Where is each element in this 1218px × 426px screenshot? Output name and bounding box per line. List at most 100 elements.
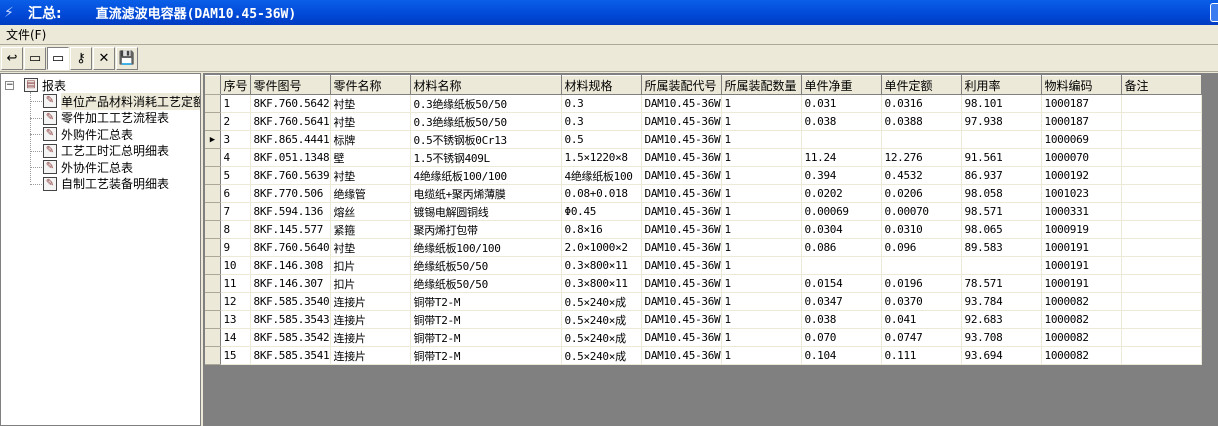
table-cell[interactable]: 0.086: [801, 238, 882, 257]
table-cell[interactable]: 1: [721, 346, 802, 365]
table-cell[interactable]: 绝缘管: [330, 184, 411, 203]
table-cell[interactable]: 铜带T2-M: [410, 292, 562, 311]
table-cell[interactable]: [1121, 220, 1202, 239]
table-row[interactable]: 10 8KF.146.308 扣片 绝缘纸板50/50 0.3×800×11 DAM10.…: [205, 256, 1202, 275]
table-cell[interactable]: 衬垫: [330, 238, 411, 257]
table-cell[interactable]: 0.0747: [881, 328, 962, 347]
table-cell[interactable]: 熔丝: [330, 202, 411, 221]
table-cell[interactable]: 0.8×16: [561, 220, 642, 239]
table-cell[interactable]: 1001023: [1041, 184, 1122, 203]
table-cell[interactable]: 铜带T2-M: [410, 346, 562, 365]
table-cell[interactable]: DAM10.45-36W: [641, 94, 722, 113]
table-cell[interactable]: 98.571: [961, 202, 1042, 221]
table-row[interactable]: 8 8KF.145.577 紧箍 聚丙烯打包带 0.8×16 DAM10.45-36W 1 0…: [205, 220, 1202, 239]
table-row[interactable]: 1 8KF.760.5642 衬垫 0.3绝缘纸板50/50 0.3 DAM10.45-3…: [205, 94, 1202, 113]
table-cell[interactable]: 89.583: [961, 238, 1042, 257]
row-indicator[interactable]: [205, 148, 221, 167]
table-cell[interactable]: 1000331: [1041, 202, 1122, 221]
table-cell[interactable]: 0.00069: [801, 202, 882, 221]
table-cell[interactable]: 0.041: [881, 310, 962, 329]
table-cell[interactable]: 0.5: [561, 130, 642, 149]
table-cell[interactable]: 14: [220, 328, 251, 347]
table-cell[interactable]: 8KF.146.308: [250, 256, 331, 275]
table-cell[interactable]: 0.031: [801, 94, 882, 113]
row-indicator[interactable]: ▶: [205, 130, 221, 149]
table-cell[interactable]: 0.4532: [881, 166, 962, 185]
table-cell[interactable]: 1000070: [1041, 148, 1122, 167]
table-cell[interactable]: 86.937: [961, 166, 1042, 185]
table-cell[interactable]: DAM10.45-36W: [641, 166, 722, 185]
table-cell[interactable]: 连接片: [330, 310, 411, 329]
row-indicator[interactable]: [205, 310, 221, 329]
column-header[interactable]: 零件图号: [250, 75, 331, 95]
table-cell[interactable]: [1121, 184, 1202, 203]
table-cell[interactable]: DAM10.45-36W: [641, 238, 722, 257]
table-cell[interactable]: 98.058: [961, 184, 1042, 203]
table-cell[interactable]: 1000187: [1041, 94, 1122, 113]
table-cell[interactable]: 93.694: [961, 346, 1042, 365]
column-header[interactable]: 单件定额: [881, 75, 962, 95]
table-cell[interactable]: 1000082: [1041, 292, 1122, 311]
table-cell[interactable]: 0.0304: [801, 220, 882, 239]
table-cell[interactable]: DAM10.45-36W: [641, 112, 722, 131]
table-cell[interactable]: 1000192: [1041, 166, 1122, 185]
table-cell[interactable]: 8KF.146.307: [250, 274, 331, 293]
table-cell[interactable]: 8KF.585.3540: [250, 292, 331, 311]
table-cell[interactable]: DAM10.45-36W: [641, 202, 722, 221]
table-cell[interactable]: [961, 130, 1042, 149]
table-cell[interactable]: [961, 256, 1042, 275]
table-cell[interactable]: 5: [220, 166, 251, 185]
table-cell[interactable]: 0.096: [881, 238, 962, 257]
column-header[interactable]: 零件名称: [330, 75, 411, 95]
table-cell[interactable]: 镀锡电解圆铜线: [410, 202, 562, 221]
table-cell[interactable]: 0.3×800×11: [561, 274, 642, 293]
column-header[interactable]: 备注: [1121, 75, 1202, 95]
table-cell[interactable]: 8: [220, 220, 251, 239]
table-cell[interactable]: 0.0388: [881, 112, 962, 131]
table-cell[interactable]: DAM10.45-36W: [641, 274, 722, 293]
table-cell[interactable]: 衬垫: [330, 112, 411, 131]
table-cell[interactable]: 0.5×240×成: [561, 328, 642, 347]
row-indicator[interactable]: [205, 166, 221, 185]
table-cell[interactable]: DAM10.45-36W: [641, 292, 722, 311]
table-cell[interactable]: 12.276: [881, 148, 962, 167]
table-cell[interactable]: 1: [721, 148, 802, 167]
table-cell[interactable]: 电缆纸+聚丙烯薄膜: [410, 184, 562, 203]
table-row[interactable]: 5 8KF.760.5639 衬垫 4绝缘纸板100/100 4绝缘纸板100 DAM10…: [205, 166, 1202, 185]
table-cell[interactable]: 0.0154: [801, 274, 882, 293]
table-cell[interactable]: 0.0370: [881, 292, 962, 311]
table-cell[interactable]: 8KF.585.3543: [250, 310, 331, 329]
table-cell[interactable]: 8KF.051.1348: [250, 148, 331, 167]
table-row[interactable]: 12 8KF.585.3540 连接片 铜带T2-M 0.5×240×成 DAM10.45…: [205, 292, 1202, 311]
table-cell[interactable]: 6: [220, 184, 251, 203]
back-arrow-button[interactable]: ↩: [1, 47, 23, 70]
table-cell[interactable]: 1000082: [1041, 346, 1122, 365]
table-cell[interactable]: Φ0.45: [561, 202, 642, 221]
row-indicator[interactable]: [205, 274, 221, 293]
table-cell[interactable]: 12: [220, 292, 251, 311]
column-header[interactable]: 材料规格: [561, 75, 642, 95]
table-cell[interactable]: 铜带T2-M: [410, 328, 562, 347]
table-cell[interactable]: 绝缘纸板50/50: [410, 256, 562, 275]
table-cell[interactable]: 0.3: [561, 112, 642, 131]
table-row[interactable]: 7 8KF.594.136 熔丝 镀锡电解圆铜线 Φ0.45 DAM10.45-36W 1 0…: [205, 202, 1202, 221]
table-cell[interactable]: 0.0310: [881, 220, 962, 239]
table-cell[interactable]: 1: [721, 328, 802, 347]
table-cell[interactable]: 1000191: [1041, 274, 1122, 293]
table-cell[interactable]: [1121, 310, 1202, 329]
table-cell[interactable]: 衬垫: [330, 166, 411, 185]
table-cell[interactable]: 0.5×240×成: [561, 310, 642, 329]
table-cell[interactable]: [1121, 346, 1202, 365]
table-cell[interactable]: 1: [721, 166, 802, 185]
table-cell[interactable]: 绝缘纸板50/50: [410, 274, 562, 293]
collapse-icon[interactable]: −: [5, 79, 14, 90]
table-cell[interactable]: 1000191: [1041, 238, 1122, 257]
table-cell[interactable]: 1000082: [1041, 310, 1122, 329]
table-cell[interactable]: DAM10.45-36W: [641, 310, 722, 329]
table-cell[interactable]: 0.038: [801, 112, 882, 131]
table-cell[interactable]: 91.561: [961, 148, 1042, 167]
table-cell[interactable]: 8KF.770.506: [250, 184, 331, 203]
table-cell[interactable]: 98.101: [961, 94, 1042, 113]
table-cell[interactable]: 铜带T2-M: [410, 310, 562, 329]
table-cell[interactable]: [1121, 202, 1202, 221]
